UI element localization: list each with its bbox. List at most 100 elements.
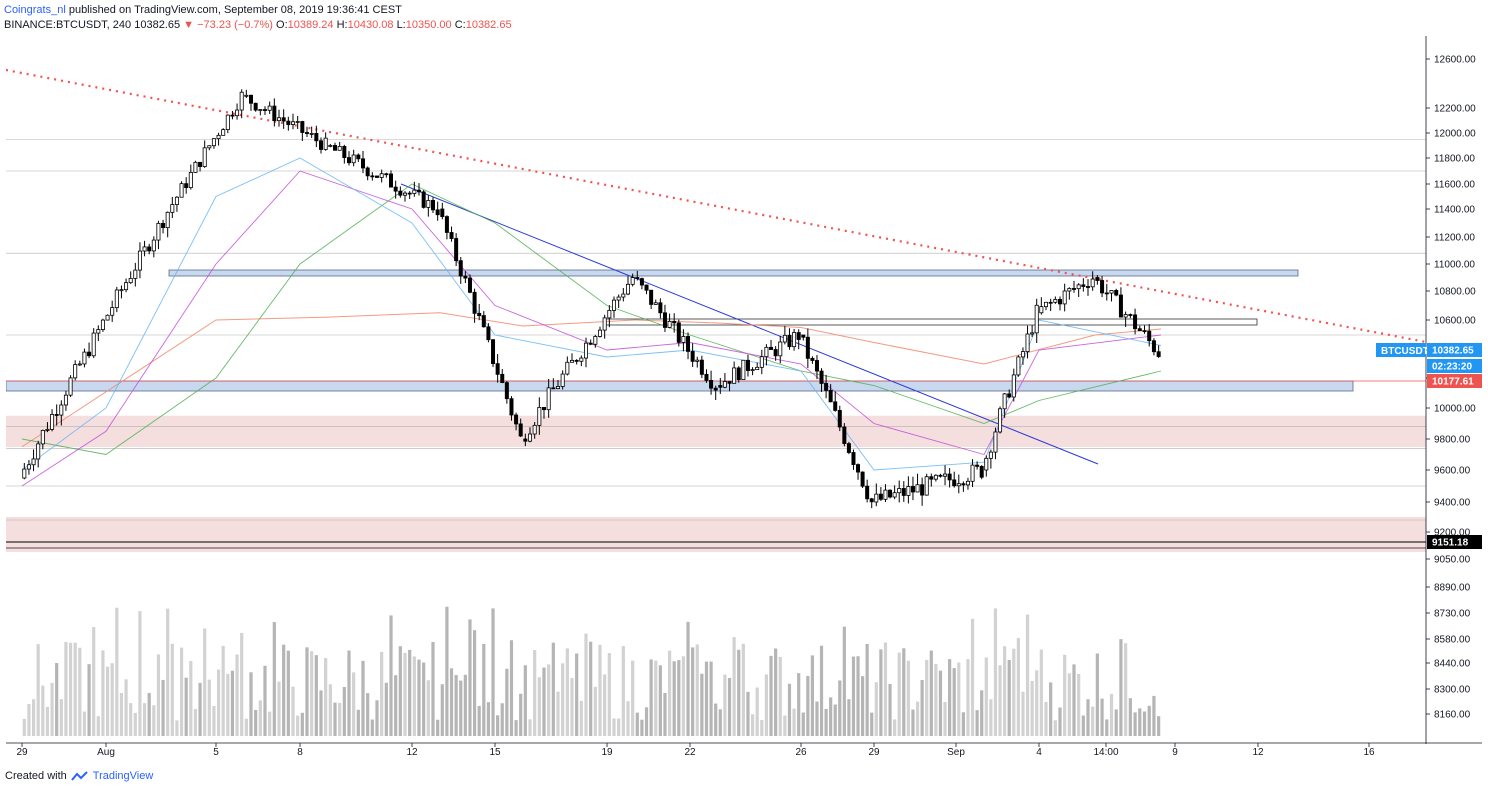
- volume-bar: [422, 662, 426, 736]
- candle-body: [658, 302, 663, 314]
- candle-body: [244, 94, 249, 97]
- volume-bar: [925, 659, 929, 736]
- author-link[interactable]: Coingrats_nl: [4, 4, 66, 16]
- volume-bar: [806, 675, 810, 736]
- close-label: C:: [454, 19, 466, 31]
- volume-bar: [654, 660, 658, 736]
- volume-bar: [1100, 698, 1104, 736]
- volume-bar: [491, 608, 495, 736]
- volume-bar: [468, 619, 472, 736]
- volume-bar: [124, 679, 128, 736]
- tradingview-link[interactable]: TradingView: [92, 770, 154, 782]
- candle-body: [444, 216, 449, 233]
- volume-bar: [477, 705, 481, 736]
- candle-body: [440, 208, 445, 217]
- price-chart[interactable]: 12600.00 12200.00 12000.00 11800.00 11600.00…: [6, 36, 1482, 764]
- candle-body: [764, 346, 769, 358]
- volume-bar: [593, 686, 597, 736]
- published-text: published on TradingView.com, September …: [68, 4, 402, 16]
- candle-body: [225, 114, 230, 130]
- candle-body: [346, 157, 351, 164]
- volume-bar: [142, 703, 147, 736]
- candle-body: [814, 360, 819, 372]
- candle-body: [1142, 330, 1147, 333]
- volume-bar: [36, 644, 40, 736]
- candle-body: [865, 485, 870, 500]
- candle-body: [897, 488, 902, 494]
- candle-body: [202, 147, 207, 167]
- candle-body: [286, 120, 291, 125]
- candle-body: [45, 428, 50, 431]
- volume-bar: [537, 677, 541, 736]
- volume-bar: [1058, 707, 1062, 736]
- candle-body: [477, 312, 482, 316]
- volume-bar: [1091, 706, 1095, 736]
- candle-body: [570, 359, 575, 363]
- candle-body: [579, 357, 584, 362]
- candle-body: [695, 359, 700, 362]
- volume-bar: [1152, 695, 1156, 736]
- volume-bar: [1105, 719, 1109, 736]
- volume-bar: [631, 660, 635, 736]
- candle-body: [179, 183, 184, 198]
- y-tick-label: 9800.00: [1434, 435, 1471, 446]
- candle-body: [26, 464, 31, 470]
- volume-bar: [394, 675, 398, 736]
- candle-body: [759, 356, 764, 368]
- volume-bar: [1133, 712, 1137, 736]
- candle-body: [667, 320, 672, 328]
- volume-bar: [644, 707, 649, 736]
- resistance-zone-lower: [6, 517, 1426, 552]
- red-level-badge-bg: [1427, 374, 1482, 388]
- candle-body: [393, 186, 398, 192]
- volume-bar: [612, 718, 616, 736]
- volume-bar: [216, 669, 221, 736]
- candle-body: [170, 204, 175, 213]
- volume-bar: [603, 674, 607, 736]
- candle-body: [110, 307, 115, 316]
- volume-bar: [328, 684, 332, 736]
- volume-bar: [667, 650, 672, 736]
- candle-body: [142, 246, 147, 252]
- candle-body: [449, 232, 454, 239]
- volume-bar: [551, 642, 555, 736]
- volume-bar: [1016, 637, 1020, 736]
- candle-body: [1016, 356, 1021, 376]
- candle-body: [416, 189, 421, 193]
- volume-bar: [361, 660, 365, 736]
- volume-bar: [1025, 614, 1030, 736]
- volume-bar: [286, 650, 290, 736]
- volume-bar: [732, 637, 736, 736]
- candle-body: [1109, 290, 1114, 294]
- candle-body: [31, 458, 36, 466]
- volume-bar: [324, 658, 328, 736]
- candle-body: [745, 359, 750, 371]
- volume-bar: [212, 706, 216, 736]
- candle-body: [481, 315, 486, 328]
- volume-bar: [389, 615, 393, 736]
- volume-bar: [727, 678, 732, 736]
- y-tick-label: 11800.00: [1434, 154, 1475, 165]
- candle-body: [878, 493, 883, 500]
- candle-body: [792, 332, 797, 348]
- candle-body: [137, 250, 142, 271]
- candle-body: [639, 278, 644, 286]
- volume-bar: [147, 692, 151, 736]
- volume-bar: [272, 622, 276, 736]
- candle-body: [1104, 292, 1109, 295]
- volume-bar: [824, 708, 828, 736]
- candle-body: [837, 410, 842, 428]
- candle-body: [161, 222, 166, 229]
- candle-body: [133, 269, 138, 279]
- volume-bar: [649, 659, 653, 736]
- volume-bar: [934, 663, 938, 736]
- volume-bar: [769, 655, 773, 736]
- volume-bar: [152, 705, 156, 736]
- volume-bar: [737, 649, 741, 736]
- candle-body: [454, 238, 459, 262]
- chart-frame[interactable]: 12600.00 12200.00 12000.00 11800.00 11600.00…: [6, 36, 1482, 764]
- volume-bar: [764, 674, 769, 736]
- volume-bar: [1044, 701, 1048, 736]
- volume-bar: [82, 711, 87, 736]
- candle-body: [188, 172, 193, 189]
